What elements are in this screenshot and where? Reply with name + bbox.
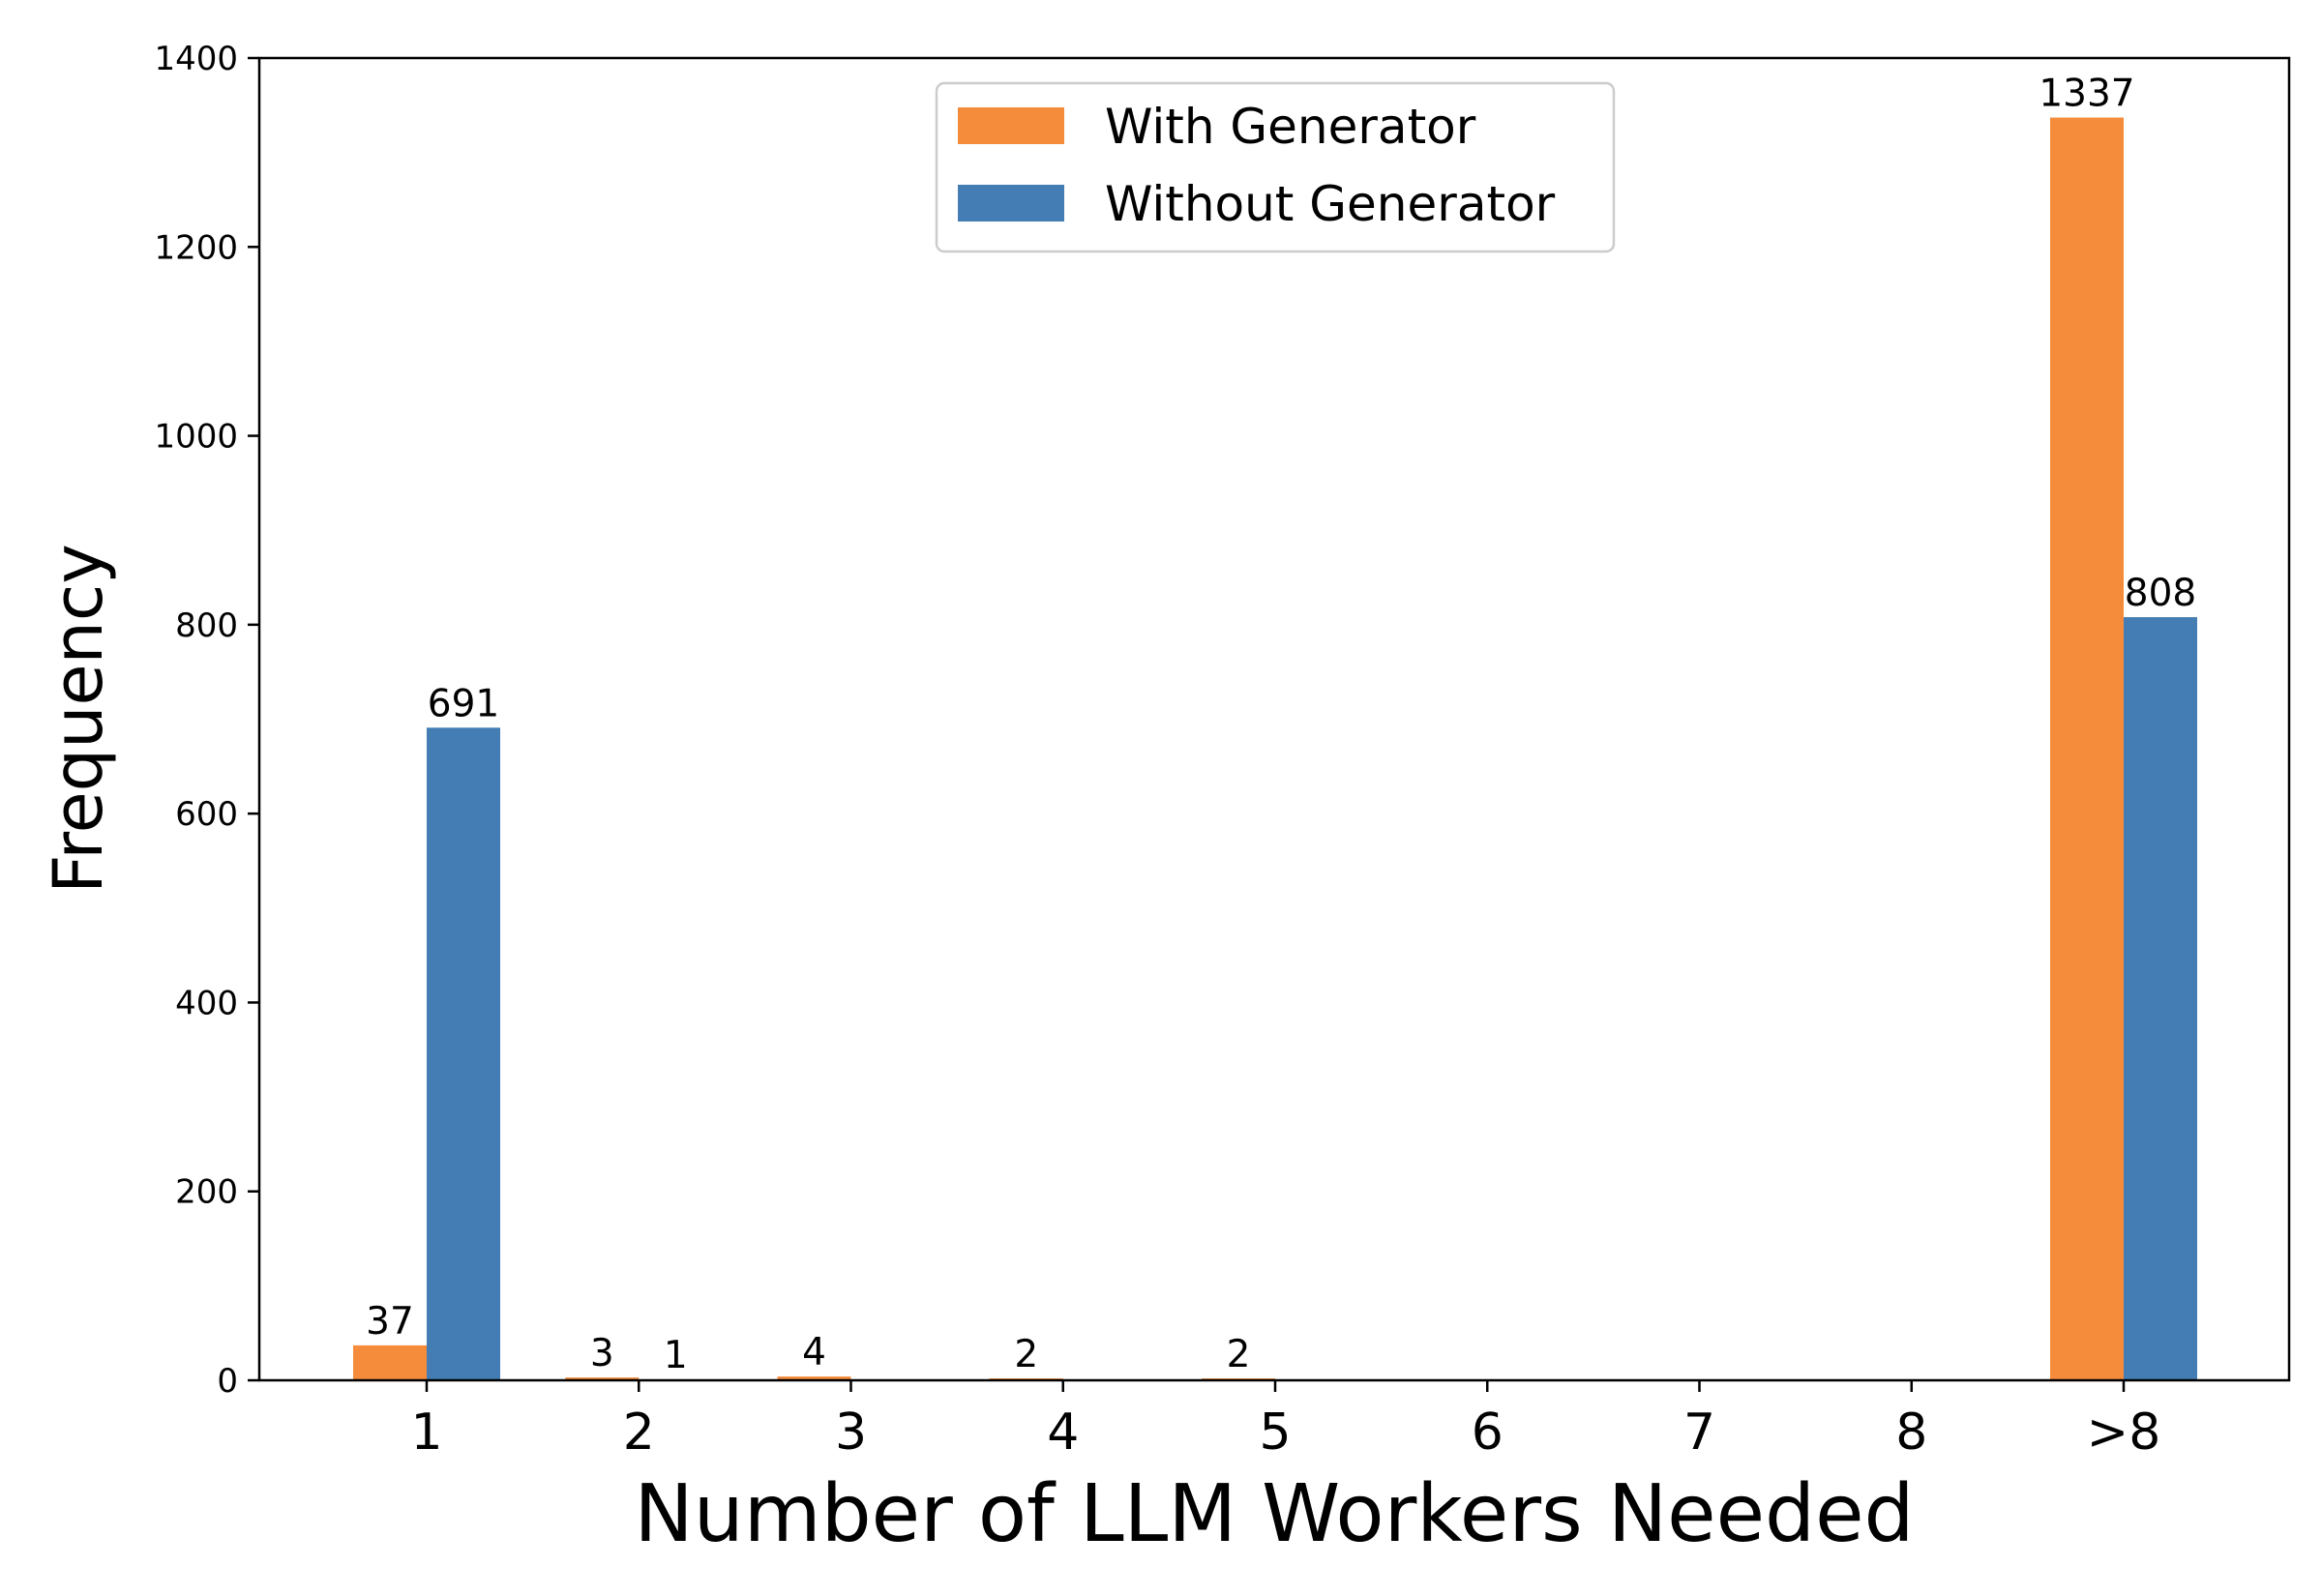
y-axis-label: Frequency	[39, 544, 118, 894]
legend-label-without-generator: Without Generator	[1105, 176, 1556, 232]
y-tick-label: 200	[175, 1173, 238, 1212]
data-label-without-generator-1: 691	[428, 682, 499, 725]
data-label-with-generator-5: 2	[1227, 1333, 1251, 1376]
x-tick-label: 3	[835, 1404, 867, 1462]
x-tick-label: 1	[410, 1404, 442, 1462]
bar-with-generator-1	[353, 1345, 427, 1380]
bar-with-generator-3	[777, 1376, 851, 1380]
x-axis: 1 2 3 4 5 6 7 8 >8	[410, 1380, 2160, 1462]
bars-group	[353, 117, 2197, 1380]
bar-with-generator-2	[565, 1377, 640, 1380]
data-label-with-generator-4: 2	[1014, 1333, 1038, 1376]
x-tick-label: 7	[1683, 1404, 1715, 1462]
legend-label-with-generator: With Generator	[1105, 99, 1476, 155]
legend-box	[935, 81, 1616, 253]
legend-swatch-with-generator	[958, 107, 1064, 144]
data-labels: 37 691 3 1 4 2 2 1337 808	[366, 73, 2196, 1378]
x-tick-label: 4	[1047, 1404, 1079, 1462]
data-label-with-generator-3: 4	[802, 1331, 826, 1374]
y-tick-label: 0	[217, 1362, 238, 1401]
legend: With Generator Without Generator	[935, 81, 1616, 253]
data-label-with-generator-9: 1337	[2039, 73, 2134, 116]
data-label-with-generator-2: 3	[590, 1332, 614, 1375]
legend-swatch-without-generator	[958, 185, 1064, 222]
bar-with-generator-9	[2050, 117, 2124, 1380]
bar-without-generator-1	[427, 727, 500, 1380]
x-axis-label: Number of LLM Workers Needed	[634, 1468, 1914, 1560]
x-tick-label: >8	[2087, 1404, 2161, 1462]
y-tick-label: 1200	[154, 228, 238, 267]
bar-without-generator-9	[2124, 617, 2197, 1380]
y-tick-label: 600	[175, 795, 238, 834]
x-tick-label: 8	[1895, 1404, 1927, 1462]
x-tick-label: 6	[1472, 1404, 1503, 1462]
data-label-with-generator-1: 37	[366, 1300, 414, 1344]
x-tick-label: 2	[623, 1404, 655, 1462]
y-tick-label: 1400	[154, 40, 238, 78]
y-axis: 0 200 400 600 800 1000 1200 1400	[154, 40, 259, 1401]
y-tick-label: 800	[175, 606, 238, 645]
data-label-without-generator-9: 808	[2125, 572, 2196, 615]
x-tick-label: 5	[1259, 1404, 1291, 1462]
data-label-without-generator-2: 1	[664, 1334, 688, 1377]
plot-frame	[257, 56, 2291, 1382]
y-tick-label: 1000	[154, 418, 238, 457]
y-tick-label: 400	[175, 984, 238, 1022]
